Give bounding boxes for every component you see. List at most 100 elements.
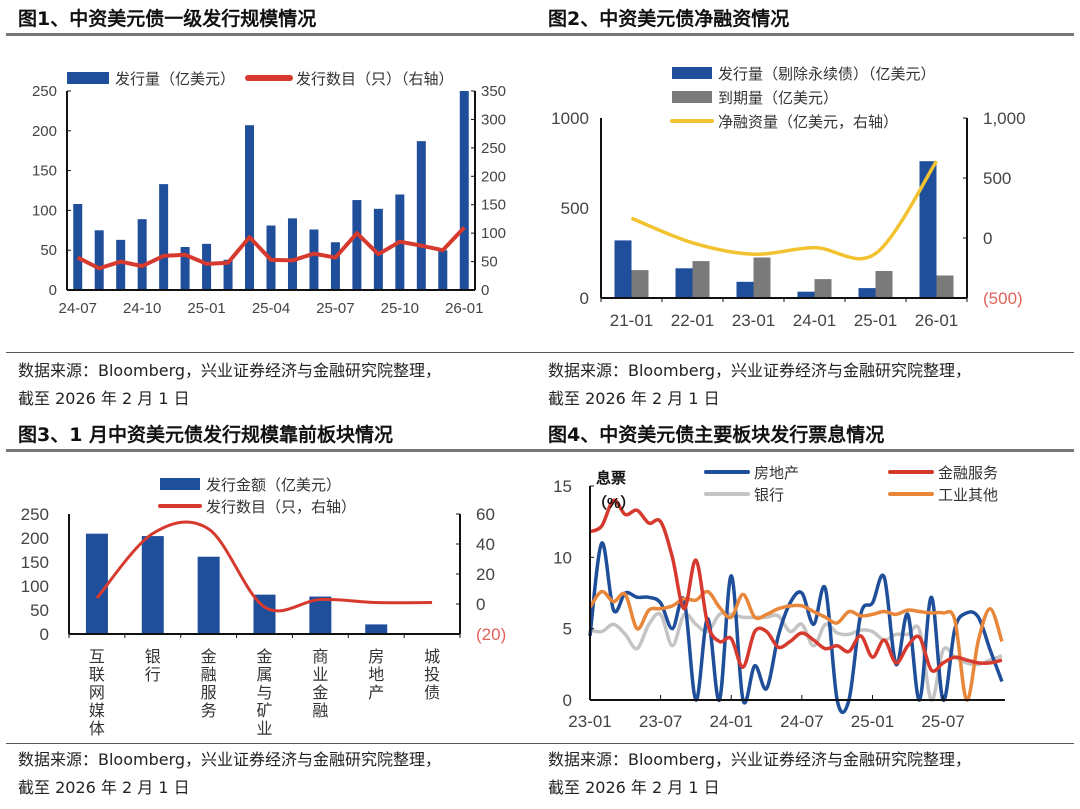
source-divider-top <box>6 352 1074 353</box>
legend-issuance-swatch <box>672 67 712 79</box>
legend-real-estate-label: 房地产 <box>754 465 799 482</box>
bar-issuance <box>373 208 383 290</box>
y-tick-label-left: 100 <box>32 202 57 219</box>
x-tick-label: 金融服务 <box>201 648 217 720</box>
bar-maturity <box>692 261 710 298</box>
y-tick-label-left: 250 <box>32 83 57 100</box>
y-tick-label: 15 <box>553 477 572 496</box>
bar-issuance <box>94 230 104 290</box>
y-tick-label-right: 250 <box>481 140 506 157</box>
figure-2-source: 数据来源：Bloomberg，兴业证券经济与金融研究院整理， 截至 2026 年 … <box>548 357 971 413</box>
x-tick-label: 25-10 <box>381 300 419 317</box>
source-line-1: 数据来源：Bloomberg，兴业证券经济与金融研究院整理， <box>18 361 442 380</box>
bar-issuance <box>245 125 255 290</box>
legend-net-financing-label: 净融资量（亿美元，右轴） <box>718 114 898 131</box>
bar-issuance <box>137 219 147 290</box>
x-tick-label: 23-01 <box>732 311 775 330</box>
bar-issuance <box>919 161 937 298</box>
x-tick-label: 房地产 <box>368 648 384 702</box>
legend-maturity-swatch <box>672 91 712 103</box>
y-axis-title-line1: 息票 <box>596 469 626 487</box>
y-tick-label-right: 40 <box>476 535 495 554</box>
source-line-2: 截至 2026 年 2 月 1 日 <box>18 778 190 797</box>
bar-issuance <box>614 240 632 298</box>
bar-issuance <box>116 239 126 290</box>
y-tick-label-left: 0 <box>580 289 589 308</box>
figure-4-source: 数据来源：Bloomberg，兴业证券经济与金融研究院整理， 截至 2026 年 … <box>548 746 971 802</box>
bar-issue-amount <box>85 533 108 634</box>
bar-issuance <box>287 218 297 290</box>
y-tick-label-left: 200 <box>21 529 49 548</box>
x-tick-label: 22-01 <box>671 311 714 330</box>
title-divider-bottom <box>6 449 1074 452</box>
x-tick-label: 25-07 <box>921 712 964 731</box>
source-line-1: 数据来源：Bloomberg，兴业证券经济与金融研究院整理， <box>548 361 972 380</box>
y-tick-label-right: 0 <box>476 595 485 614</box>
bar-issuance <box>330 242 340 290</box>
legend-financial-services-label: 金融服务 <box>938 465 998 482</box>
figure-1-title: 图1、中资美元债一级发行规模情况 <box>18 8 317 30</box>
bar-issuance <box>416 141 426 290</box>
source-divider-bottom <box>6 743 1074 744</box>
y-tick-label-left: 50 <box>40 242 57 259</box>
x-tick-label: 金属与矿业 <box>256 648 272 738</box>
line-financial-services <box>589 498 1003 673</box>
figure-1-source: 数据来源：Bloomberg，兴业证券经济与金融研究院整理， 截至 2026 年 … <box>18 357 441 413</box>
y-tick-label-left: 150 <box>21 553 49 572</box>
x-tick-label: 26-01 <box>915 311 958 330</box>
x-tick-label: 25-01 <box>187 300 225 317</box>
bar-maturity <box>753 257 771 298</box>
legend-industrial-other-label: 工业其他 <box>938 487 998 504</box>
source-line-2: 截至 2026 年 2 月 1 日 <box>18 389 190 408</box>
x-tick-label: 24-01 <box>709 712 752 731</box>
source-line-2: 截至 2026 年 2 月 1 日 <box>548 389 720 408</box>
y-tick-label-left: 150 <box>32 163 57 180</box>
line-real-estate <box>588 541 1004 715</box>
source-line-1: 数据来源：Bloomberg，兴业证券经济与金融研究院整理， <box>18 750 442 769</box>
figure-3-title: 图3、1 月中资美元债发行规模靠前板块情况 <box>18 424 394 446</box>
bar-issuance <box>858 288 876 298</box>
y-tick-label-right: 150 <box>481 197 506 214</box>
x-tick-label: 26-01 <box>445 300 483 317</box>
bar-issuance <box>223 259 233 290</box>
bar-issue-amount <box>253 594 276 634</box>
x-tick-label: 互联网媒体 <box>89 649 105 738</box>
bar-maturity <box>875 271 893 298</box>
y-tick-label-left: 0 <box>49 282 57 299</box>
legend-issue-count-label: 发行数目（只）（右轴） <box>296 71 454 88</box>
y-tick-label-left: 250 <box>21 505 49 524</box>
x-tick-label: 24-01 <box>793 311 836 330</box>
x-tick-label: 25-04 <box>252 300 290 317</box>
x-tick-label: 25-01 <box>854 311 897 330</box>
y-tick-label: 10 <box>553 548 572 567</box>
legend-issue-amount-label: 发行金额（亿美元） <box>206 477 341 494</box>
y-tick-label-left: 50 <box>30 601 49 620</box>
x-tick-label: 23-07 <box>639 712 682 731</box>
bar-issue-amount <box>197 556 220 634</box>
y-tick-label-right: 300 <box>481 111 506 128</box>
y-tick-label-right: (20) <box>476 625 506 644</box>
bar-issuance <box>202 243 212 290</box>
y-tick-label-left: 1000 <box>551 109 589 128</box>
bar-maturity <box>631 270 649 298</box>
line-net-financing <box>630 160 938 261</box>
bar-issuance <box>309 229 319 290</box>
y-tick-label: 5 <box>563 620 572 639</box>
x-tick-label: 21-01 <box>610 311 653 330</box>
bar-issuance <box>675 268 693 298</box>
source-line-1: 数据来源：Bloomberg，兴业证券经济与金融研究院整理， <box>548 750 972 769</box>
legend-issuance-label: 发行量（剔除永续债）（亿美元） <box>718 66 936 83</box>
bar-issuance <box>438 250 448 290</box>
legend-issue-count-label: 发行数目（只，右轴） <box>206 499 356 516</box>
legend-maturity-label: 到期量（亿美元） <box>718 90 838 107</box>
bar-issuance <box>180 247 190 290</box>
legend-issue-amount-swatch <box>160 478 200 490</box>
bar-issuance <box>459 91 469 290</box>
y-tick-label-right: 50 <box>481 254 498 271</box>
x-tick-label: 城投债 <box>424 648 440 702</box>
y-tick-label: 0 <box>563 691 572 710</box>
line-industrial-other <box>588 589 1004 702</box>
bar-issue-amount <box>365 624 388 634</box>
